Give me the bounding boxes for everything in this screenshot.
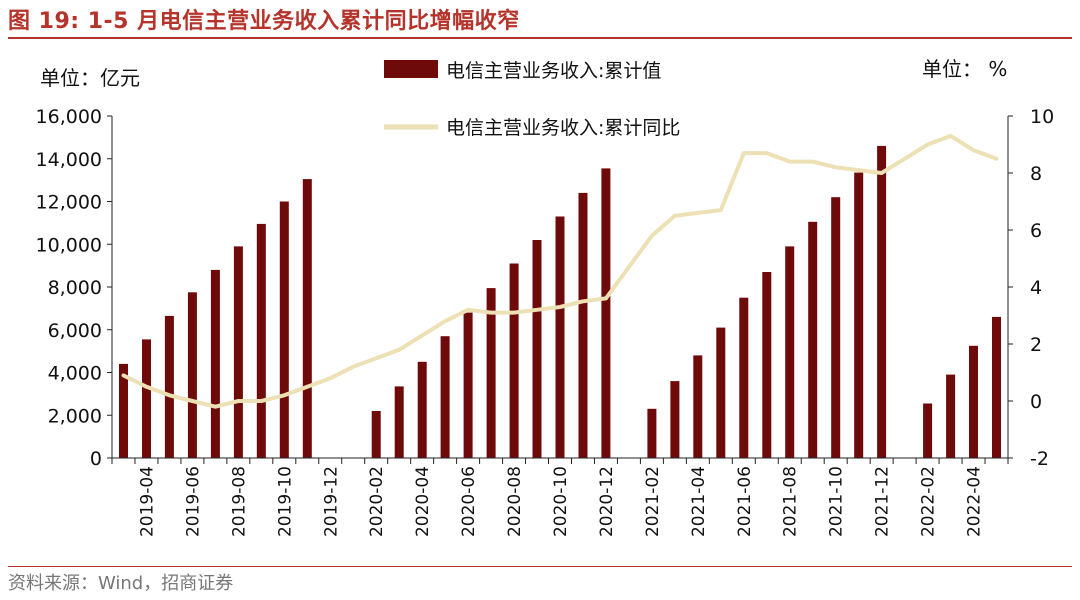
bar-2020-11 xyxy=(578,192,588,458)
x-tick-label-2020-12: 2020-12 xyxy=(597,466,617,537)
x-tick-label-2020-10: 2020-10 xyxy=(551,466,571,537)
bar-2022-05 xyxy=(992,316,1001,458)
legend-line-label: 电信主营业务收入:累计同比 xyxy=(446,117,680,139)
x-tick-label-2021-04: 2021-04 xyxy=(689,466,709,537)
bar-2019-10 xyxy=(279,201,289,458)
source-divider xyxy=(8,566,1072,567)
left-tick-label: 16,000 xyxy=(36,106,102,128)
bar-series xyxy=(119,145,1001,458)
bar-2020-04 xyxy=(417,361,427,458)
bar-2022-04 xyxy=(969,345,978,458)
bar-2019-05 xyxy=(164,315,174,458)
right-tick-label: 8 xyxy=(1030,163,1042,185)
bar-2021-10 xyxy=(831,197,841,458)
x-tick-label-2020-02: 2020-02 xyxy=(367,466,387,537)
bar-2021-04 xyxy=(693,355,703,458)
left-axis-unit: 单位：亿元 xyxy=(40,66,140,90)
bar-2021-08 xyxy=(785,246,795,458)
bar-2021-06 xyxy=(739,297,749,458)
left-tick-label: 14,000 xyxy=(36,149,102,171)
left-tick-label: 2,000 xyxy=(48,405,102,427)
left-tick-label: 10,000 xyxy=(36,234,102,256)
x-tick-label-2020-08: 2020-08 xyxy=(505,466,525,537)
left-tick-label: 8,000 xyxy=(48,277,102,299)
bar-2021-11 xyxy=(854,172,864,458)
bar-2020-05 xyxy=(440,336,450,458)
x-tick-label-2022-04: 2022-04 xyxy=(965,466,985,537)
x-tick-label-2021-02: 2021-02 xyxy=(643,466,663,537)
x-tick-label-2019-08: 2019-08 xyxy=(229,466,249,537)
x-tick-label-2022-02: 2022-02 xyxy=(919,466,939,537)
bar-2019-04 xyxy=(142,339,151,458)
bar-2019-07 xyxy=(210,269,220,458)
right-axis-unit: 单位： % xyxy=(922,57,1007,81)
right-tick-label: 4 xyxy=(1030,277,1042,299)
bar-2021-07 xyxy=(762,272,772,458)
right-tick-label: -2 xyxy=(1030,448,1049,470)
right-tick-label: 10 xyxy=(1030,106,1054,128)
left-tick-label: 6,000 xyxy=(48,320,102,342)
bar-2021-02 xyxy=(647,408,657,458)
line-series-layer xyxy=(121,133,999,409)
left-tick-label: 0 xyxy=(90,448,102,470)
figure-title: 图 19: 1-5 月电信主营业务收入累计同比增幅收窄 xyxy=(8,9,520,34)
bar-2020-10 xyxy=(555,216,565,458)
x-tick-label-2020-04: 2020-04 xyxy=(413,466,433,537)
legend-bar-swatch xyxy=(384,60,438,78)
right-tick-label: 6 xyxy=(1030,220,1042,242)
x-tick-label-2019-10: 2019-10 xyxy=(275,466,295,537)
x-tick-label-2021-06: 2021-06 xyxy=(735,466,755,537)
bar-2019-03 xyxy=(119,363,128,458)
bar-2019-06 xyxy=(187,292,197,458)
legend-bar-label: 电信主营业务收入:累计值 xyxy=(446,60,661,82)
bar-2020-12 xyxy=(601,168,611,458)
x-tick-label-2019-06: 2019-06 xyxy=(183,466,203,537)
bar-2020-03 xyxy=(394,386,404,458)
bar-2021-03 xyxy=(670,381,680,458)
x-tick-label-2019-04: 2019-04 xyxy=(137,466,157,537)
bar-2020-02 xyxy=(371,411,381,458)
bar-2020-08 xyxy=(509,263,519,458)
axes: 0 2,000 4,000 6,000 8,000 10,000 12,000 14,000 1… xyxy=(36,106,1055,537)
bar-2019-09 xyxy=(256,223,266,458)
bar-2020-09 xyxy=(532,240,542,458)
x-tick-label-2021-10: 2021-10 xyxy=(827,466,847,537)
x-tick-label-2021-12: 2021-12 xyxy=(873,466,893,537)
source-note: 资料来源：Wind，招商证券 xyxy=(8,573,234,594)
left-tick-label: 4,000 xyxy=(48,363,102,385)
left-tick-label: 12,000 xyxy=(36,192,102,214)
legend: 电信主营业务收入:累计值 电信主营业务收入:累计同比 xyxy=(384,60,680,139)
bar-2019-11 xyxy=(302,179,312,458)
bar-2022-03 xyxy=(946,374,956,458)
right-tick-label: 2 xyxy=(1030,334,1042,356)
bar-2022-02 xyxy=(923,403,933,458)
bar-2021-05 xyxy=(716,327,726,458)
bar-2021-09 xyxy=(808,221,818,458)
bar-2020-06 xyxy=(463,312,473,458)
bar-2020-07 xyxy=(486,288,496,458)
right-tick-label: 0 xyxy=(1030,391,1042,413)
x-tick-label-2019-12: 2019-12 xyxy=(321,466,341,537)
bar-2019-08 xyxy=(233,246,243,458)
x-tick-label-2020-06: 2020-06 xyxy=(459,466,479,537)
x-tick-label-2021-08: 2021-08 xyxy=(781,466,801,537)
bar-2021-12 xyxy=(877,145,887,458)
title-underline xyxy=(8,37,1072,39)
